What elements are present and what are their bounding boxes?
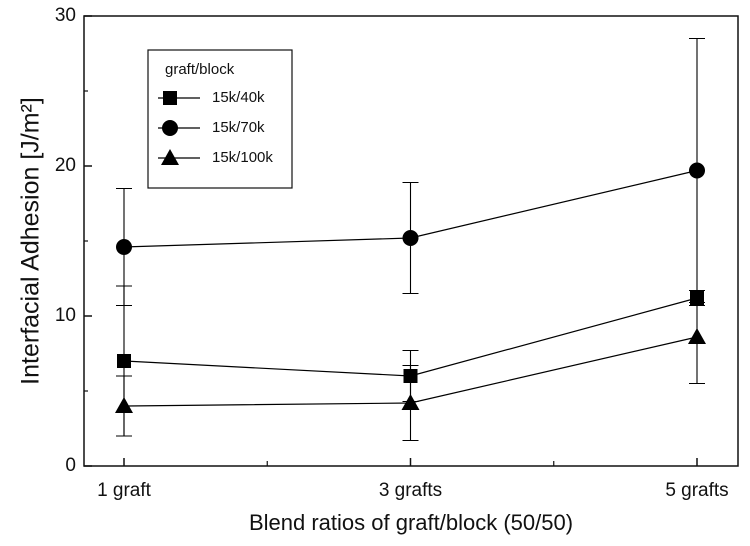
legend-marker [161,149,179,165]
marker [117,354,131,368]
legend-marker [162,120,178,136]
y-tick-label: 30 [55,5,76,26]
legend-label: 15k/100k [212,149,273,166]
marker [689,162,705,179]
x-tick-label: 3 grafts [379,480,442,501]
marker [401,394,420,410]
x-tick-label: 1 graft [97,480,152,501]
x-tick-label: 5 grafts [665,480,728,501]
marker [688,328,706,344]
marker [116,239,132,255]
legend-marker [163,91,177,105]
y-axis-label: Interfacial Adhesion [J/m²] [17,97,45,385]
legend-label: 15k/70k [212,119,265,136]
marker [115,397,133,413]
y-tick-label: 10 [55,305,76,326]
x-axis-label: Blend ratios of graft/block (50/50) [249,510,573,535]
legend-label: 15k/40k [212,89,265,106]
y-tick-label: 20 [55,155,76,176]
y-tick-label: 0 [65,455,76,476]
marker [402,230,419,246]
legend-title: graft/block [165,61,235,78]
